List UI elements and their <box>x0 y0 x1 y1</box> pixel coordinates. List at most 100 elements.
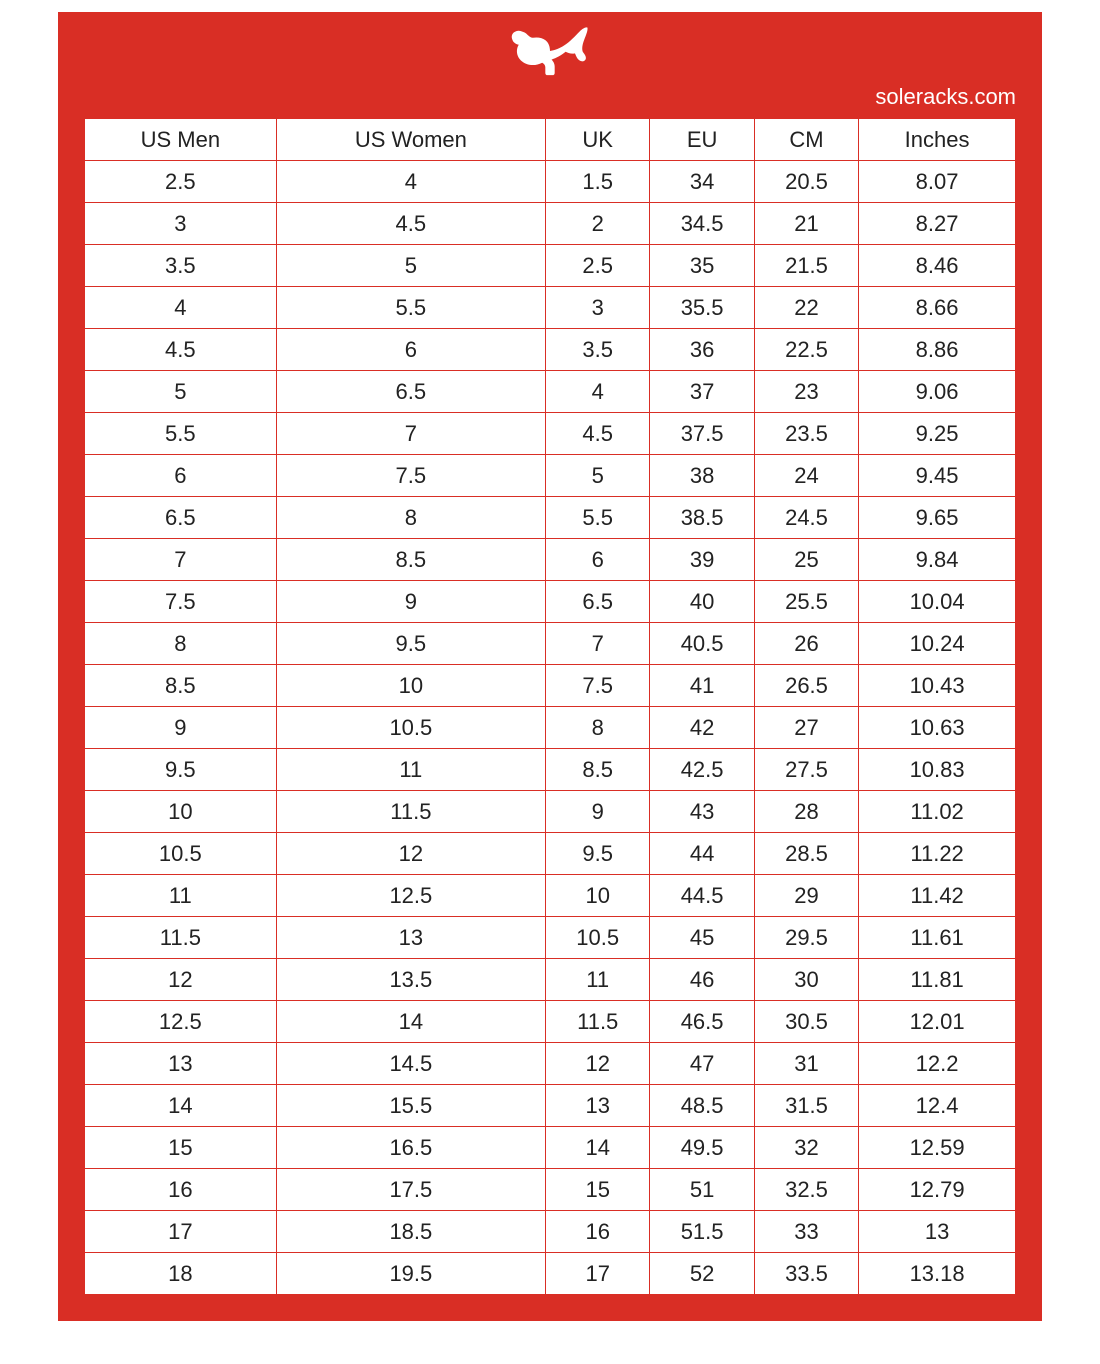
table-cell: 8.5 <box>546 749 650 791</box>
table-cell: 29.5 <box>754 917 858 959</box>
table-cell: 12.2 <box>859 1043 1016 1085</box>
table-row: 1112.51044.52911.42 <box>85 875 1016 917</box>
puma-logo-icon <box>511 26 589 76</box>
table-row: 34.5234.5218.27 <box>85 203 1016 245</box>
table-cell: 22.5 <box>754 329 858 371</box>
table-cell: 4.5 <box>546 413 650 455</box>
column-header: CM <box>754 119 858 161</box>
table-cell: 8.5 <box>276 539 545 581</box>
table-cell: 8 <box>546 707 650 749</box>
table-cell: 3 <box>85 203 277 245</box>
table-row: 910.58422710.63 <box>85 707 1016 749</box>
table-row: 5.574.537.523.59.25 <box>85 413 1016 455</box>
table-cell: 5 <box>85 371 277 413</box>
size-chart-table: US MenUS WomenUKEUCMInches 2.541.53420.5… <box>84 118 1016 1295</box>
table-cell: 5.5 <box>85 413 277 455</box>
table-row: 89.5740.52610.24 <box>85 623 1016 665</box>
table-cell: 17 <box>546 1253 650 1295</box>
table-cell: 4 <box>546 371 650 413</box>
table-cell: 28 <box>754 791 858 833</box>
table-cell: 8.07 <box>859 161 1016 203</box>
table-cell: 9 <box>276 581 545 623</box>
table-cell: 47 <box>650 1043 754 1085</box>
table-cell: 29 <box>754 875 858 917</box>
table-cell: 20.5 <box>754 161 858 203</box>
table-cell: 3.5 <box>546 329 650 371</box>
table-header: US MenUS WomenUKEUCMInches <box>85 119 1016 161</box>
table-cell: 11.5 <box>276 791 545 833</box>
table-cell: 35.5 <box>650 287 754 329</box>
table-cell: 42.5 <box>650 749 754 791</box>
table-cell: 37.5 <box>650 413 754 455</box>
table-cell: 31.5 <box>754 1085 858 1127</box>
table-cell: 11.61 <box>859 917 1016 959</box>
table-cell: 22 <box>754 287 858 329</box>
table-cell: 12.5 <box>276 875 545 917</box>
table-cell: 11 <box>276 749 545 791</box>
table-cell: 9 <box>85 707 277 749</box>
table-cell: 10.04 <box>859 581 1016 623</box>
table-cell: 9.5 <box>546 833 650 875</box>
table-cell: 12 <box>85 959 277 1001</box>
table-cell: 9.25 <box>859 413 1016 455</box>
table-cell: 30.5 <box>754 1001 858 1043</box>
table-cell: 7.5 <box>276 455 545 497</box>
table-row: 56.5437239.06 <box>85 371 1016 413</box>
table-row: 12.51411.546.530.512.01 <box>85 1001 1016 1043</box>
table-cell: 14.5 <box>276 1043 545 1085</box>
table-cell: 17 <box>85 1211 277 1253</box>
column-header: EU <box>650 119 754 161</box>
table-cell: 11.02 <box>859 791 1016 833</box>
table-cell: 3 <box>546 287 650 329</box>
table-cell: 4.5 <box>276 203 545 245</box>
table-cell: 9.84 <box>859 539 1016 581</box>
table-cell: 9.5 <box>85 749 277 791</box>
column-header: US Men <box>85 119 277 161</box>
table-row: 4.563.53622.58.86 <box>85 329 1016 371</box>
table-cell: 12 <box>546 1043 650 1085</box>
table-cell: 11 <box>85 875 277 917</box>
table-cell: 8 <box>276 497 545 539</box>
table-cell: 34.5 <box>650 203 754 245</box>
table-row: 1314.512473112.2 <box>85 1043 1016 1085</box>
table-cell: 12.01 <box>859 1001 1016 1043</box>
table-cell: 21.5 <box>754 245 858 287</box>
table-cell: 23 <box>754 371 858 413</box>
table-cell: 13.5 <box>276 959 545 1001</box>
watermark-text: soleracks.com <box>875 84 1016 110</box>
table-cell: 11.22 <box>859 833 1016 875</box>
table-cell: 28.5 <box>754 833 858 875</box>
table-cell: 8.5 <box>85 665 277 707</box>
table-cell: 40 <box>650 581 754 623</box>
table-cell: 2.5 <box>85 161 277 203</box>
table-cell: 2.5 <box>546 245 650 287</box>
chart-container: soleracks.com US MenUS WomenUKEUCMInches… <box>58 12 1042 1321</box>
table-row: 1415.51348.531.512.4 <box>85 1085 1016 1127</box>
table-cell: 13 <box>276 917 545 959</box>
table-cell: 4 <box>276 161 545 203</box>
table-cell: 10.5 <box>546 917 650 959</box>
table-cell: 36 <box>650 329 754 371</box>
table-cell: 7.5 <box>85 581 277 623</box>
table-cell: 33 <box>754 1211 858 1253</box>
table-row: 9.5118.542.527.510.83 <box>85 749 1016 791</box>
table-cell: 34 <box>650 161 754 203</box>
table-row: 1213.511463011.81 <box>85 959 1016 1001</box>
table-cell: 9.5 <box>276 623 545 665</box>
table-cell: 9.65 <box>859 497 1016 539</box>
table-cell: 11.42 <box>859 875 1016 917</box>
table-row: 11.51310.54529.511.61 <box>85 917 1016 959</box>
table-row: 45.5335.5228.66 <box>85 287 1016 329</box>
table-cell: 12.5 <box>85 1001 277 1043</box>
table-body: 2.541.53420.58.0734.5234.5218.273.552.53… <box>85 161 1016 1295</box>
table-cell: 21 <box>754 203 858 245</box>
table-cell: 4.5 <box>85 329 277 371</box>
header-band: soleracks.com <box>84 12 1016 118</box>
table-cell: 25.5 <box>754 581 858 623</box>
table-cell: 13 <box>546 1085 650 1127</box>
table-cell: 44.5 <box>650 875 754 917</box>
table-cell: 40.5 <box>650 623 754 665</box>
table-cell: 2 <box>546 203 650 245</box>
table-cell: 6 <box>276 329 545 371</box>
column-header: UK <box>546 119 650 161</box>
